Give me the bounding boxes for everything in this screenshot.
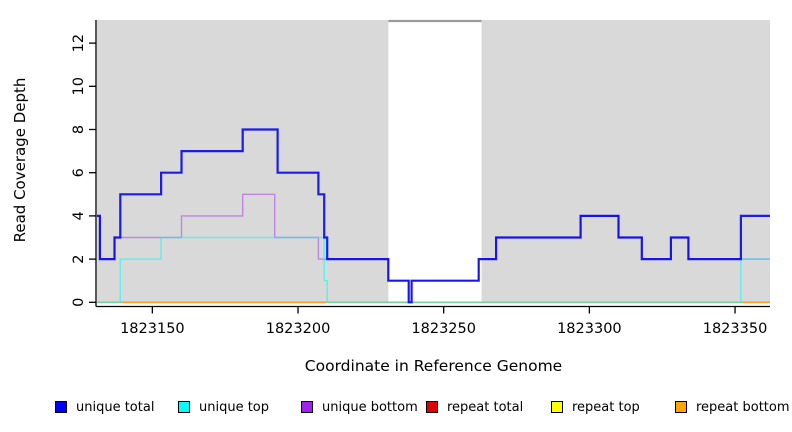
coverage-plot: 0 2 4 6 8 10 12 1823150 1823200 1823250 1823300 182… xyxy=(11,19,770,375)
legend-item-unique-top: unique top xyxy=(178,397,269,417)
legend-item-repeat-bottom: repeat bottom xyxy=(675,397,790,417)
series-line-unique-total xyxy=(97,128,770,304)
y-tick-label: 6 xyxy=(71,168,87,177)
legend-label-unique-total: unique total xyxy=(76,399,155,415)
x-tick-label: 1823350 xyxy=(703,321,768,337)
x-tick-label: 1823300 xyxy=(557,321,622,337)
y-axis-title: Read Coverage Depth xyxy=(11,78,29,243)
legend-label-unique-bottom: unique bottom xyxy=(322,399,418,415)
x-tick-label: 1823250 xyxy=(411,321,476,337)
legend-swatch-unique-total xyxy=(55,401,67,413)
y-tick-label: 4 xyxy=(71,211,87,220)
legend-swatch-repeat-top xyxy=(551,401,563,413)
legend-item-repeat-top: repeat top xyxy=(551,397,640,417)
legend-label-repeat-total: repeat total xyxy=(447,399,524,415)
x-tick-label: 1823150 xyxy=(120,321,185,337)
legend-item-unique-total: unique total xyxy=(55,397,154,417)
y-tick-label: 10 xyxy=(71,77,87,95)
chart-legend: unique total unique top unique bottom repea… xyxy=(0,397,792,421)
legend-item-unique-bottom: unique bottom xyxy=(301,397,418,417)
legend-swatch-repeat-total xyxy=(426,401,438,413)
legend-label-repeat-bottom: repeat bottom xyxy=(696,399,790,415)
legend-item-repeat-total: repeat total xyxy=(426,397,523,417)
background-band xyxy=(388,20,482,303)
legend-swatch-unique-top xyxy=(178,401,190,413)
x-tick-label: 1823200 xyxy=(266,321,331,337)
y-tick-label: 2 xyxy=(71,254,87,263)
y-tick-label: 0 xyxy=(71,298,87,307)
x-axis-title: Coordinate in Reference Genome xyxy=(305,357,562,375)
legend-swatch-repeat-bottom xyxy=(675,401,687,413)
legend-swatch-unique-bottom xyxy=(301,401,313,413)
legend-label-unique-top: unique top xyxy=(199,399,270,415)
y-tick-label: 8 xyxy=(71,125,87,134)
series-line-unique-top xyxy=(97,236,770,304)
y-tick-label: 12 xyxy=(71,34,87,52)
legend-label-repeat-top: repeat top xyxy=(572,399,640,415)
